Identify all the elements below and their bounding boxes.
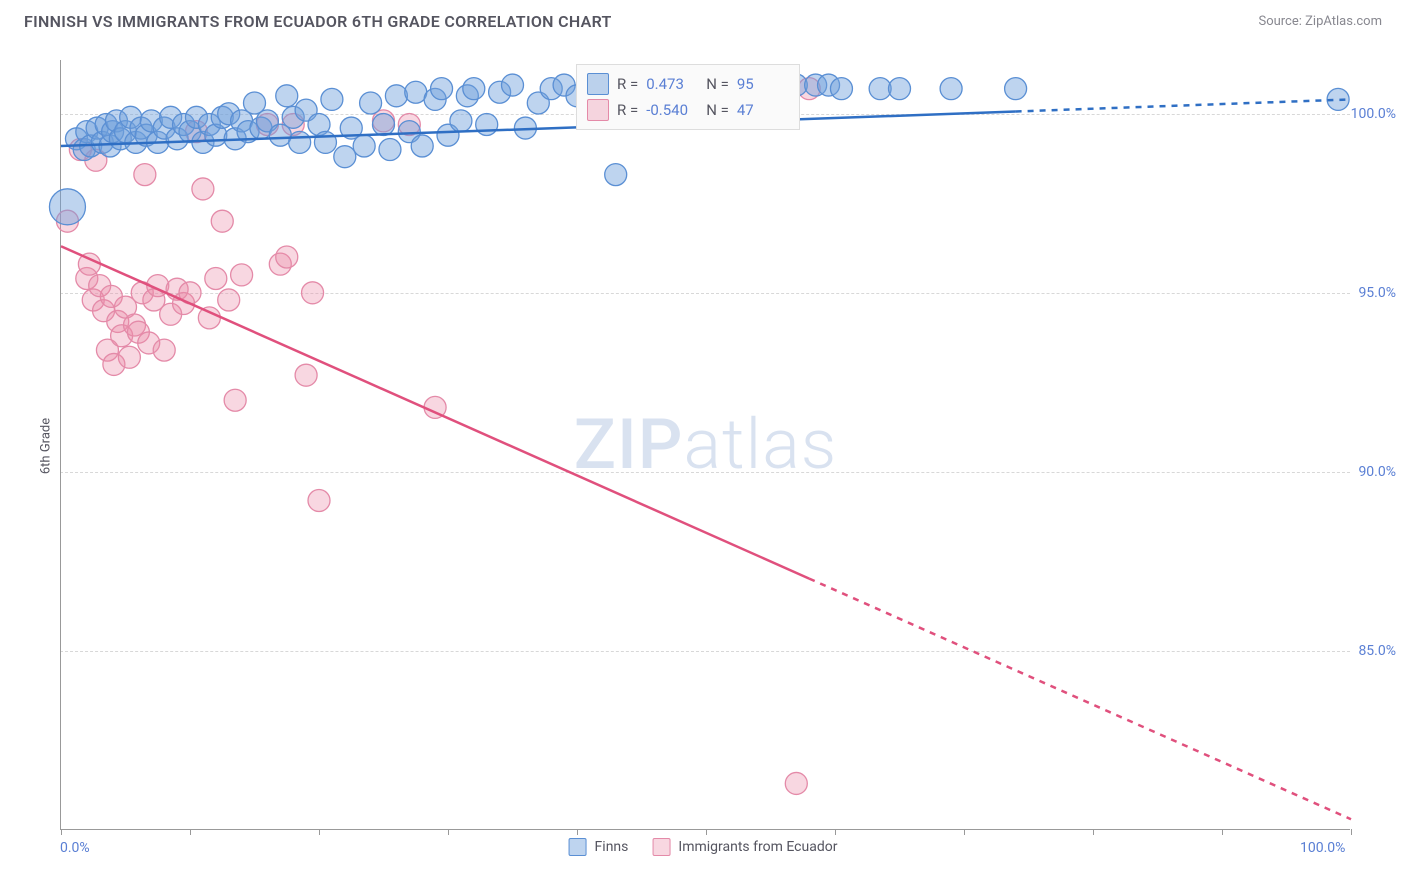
data-point [314,131,336,153]
n-value: 47 [737,101,789,119]
x-tick [1222,829,1223,835]
data-point [231,264,253,286]
r-label: R = [617,75,638,93]
x-tick [835,829,836,835]
data-point [411,135,433,157]
data-point [276,85,298,107]
data-point [153,339,175,361]
data-point [476,113,498,135]
x-tick [61,829,62,835]
n-label: N = [706,101,729,119]
data-point [302,282,324,304]
r-label: R = [617,101,638,119]
data-point [118,346,140,368]
trend-line [1016,99,1351,111]
x-tick [577,829,578,835]
legend-item-ecuador: Immigrants from Ecuador [652,838,837,856]
swatch-pink [587,99,609,121]
data-point [321,88,343,110]
source-credit: Source: ZipAtlas.com [1258,14,1382,29]
legend-label-finns: Finns [595,839,629,855]
y-tick-label: 95.0% [1358,285,1396,301]
data-point [830,78,852,100]
data-point [192,178,214,200]
x-tick [190,829,191,835]
trend-line [809,579,1351,820]
y-tick-label: 85.0% [1358,643,1396,659]
swatch-blue [569,838,587,856]
x-tick-label: 100.0% [1300,840,1345,856]
data-point [295,364,317,386]
data-point [605,164,627,186]
data-point [450,110,472,132]
x-tick [964,829,965,835]
plot-area: ZIPatlas [60,60,1350,830]
data-point [785,772,807,794]
legend-item-finns: Finns [569,838,629,856]
n-value: 95 [737,75,789,93]
data-point [940,78,962,100]
data-point [205,267,227,289]
r-value: 0.473 [646,75,698,93]
x-tick [448,829,449,835]
trend-line [61,246,809,578]
stats-row-pink: R = -0.540 N = 47 [587,97,789,123]
x-tick-label: 0.0% [60,840,90,856]
data-point [211,210,233,232]
y-axis-label: 6th Grade [39,418,54,474]
data-point [379,139,401,161]
x-tick [706,829,707,835]
data-point [385,85,407,107]
chart-header: FINNISH VS IMMIGRANTS FROM ECUADOR 6TH G… [0,0,1406,39]
swatch-blue [587,73,609,95]
scatter-svg [61,60,1350,829]
data-point [431,78,453,100]
legend-label-ecuador: Immigrants from Ecuador [678,839,837,855]
x-tick [1351,829,1352,835]
data-point [276,246,298,268]
series-legend: Finns Immigrants from Ecuador [569,838,838,856]
r-value: -0.540 [646,101,698,119]
data-point [224,389,246,411]
data-point [218,289,240,311]
data-point [289,131,311,153]
data-point [134,164,156,186]
stats-legend: R = 0.473 N = 95R = -0.540 N = 47 [576,64,800,130]
data-point [373,113,395,135]
y-tick-label: 100.0% [1351,106,1396,122]
data-point [308,490,330,512]
x-tick [1093,829,1094,835]
data-point [405,81,427,103]
y-tick-label: 90.0% [1358,464,1396,480]
data-point [889,78,911,100]
swatch-pink [652,838,670,856]
data-point [502,74,524,96]
data-point [334,146,356,168]
data-point [353,135,375,157]
n-label: N = [706,75,729,93]
data-point [463,78,485,100]
data-point [198,307,220,329]
chart-title: FINNISH VS IMMIGRANTS FROM ECUADOR 6TH G… [24,12,612,31]
x-tick [319,829,320,835]
data-point [49,189,85,225]
stats-row-blue: R = 0.473 N = 95 [587,71,789,97]
data-point [1005,78,1027,100]
data-point [360,92,382,114]
